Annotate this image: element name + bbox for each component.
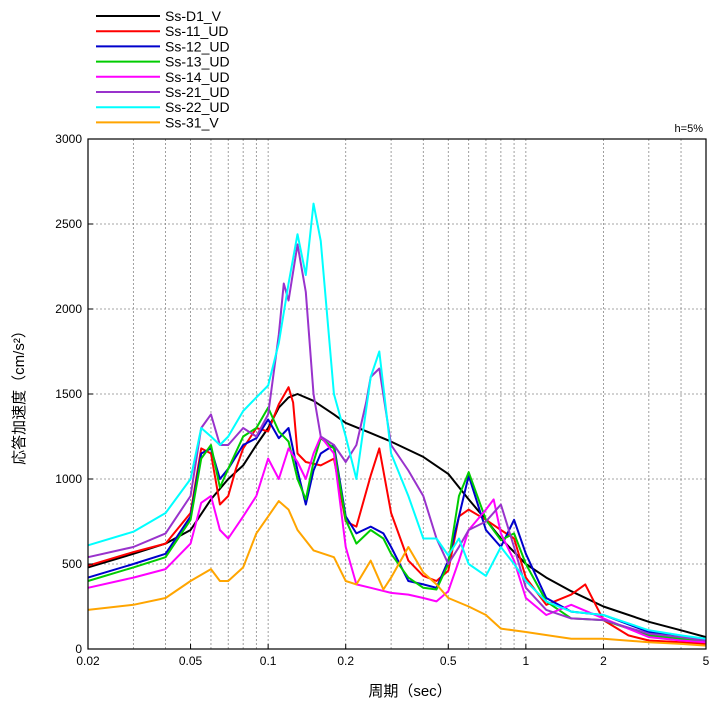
legend: Ss-D1_VSs-11_UDSs-12_UDSs-13_UDSs-14_UDS… — [96, 8, 230, 130]
series-line-ss-12-ud — [87, 418, 707, 642]
legend-label: Ss-13_UD — [165, 54, 230, 70]
series-line-ss-22-ud — [87, 202, 707, 640]
y-tick-label: 0 — [75, 642, 82, 656]
legend-label: Ss-31_V — [165, 114, 219, 130]
legend-label: Ss-14_UD — [165, 69, 230, 85]
x-tick-label: 2 — [600, 654, 607, 668]
series-line-ss-21-ud — [87, 243, 707, 642]
y-axis-label: 応答加速度（cm/s²） — [11, 323, 28, 465]
axis-ticks: 0.02 0.05 0.1 0.2 0.5 1 2 5 0 500 1000 1500 2000 2500… — [55, 132, 709, 668]
x-tick-label: 0.02 — [76, 654, 100, 668]
legend-label: Ss-12_UD — [165, 38, 230, 54]
y-tick-label: 1500 — [55, 387, 82, 401]
x-axis-label: 周期（sec） — [368, 683, 451, 700]
damping-annotation: h=5% — [675, 123, 704, 135]
series-line-ss-13-ud — [87, 406, 707, 644]
y-tick-label: 2000 — [55, 302, 82, 316]
legend-label: Ss-21_UD — [165, 84, 230, 100]
y-tick-label: 500 — [62, 557, 82, 571]
series-lines — [87, 202, 707, 647]
series-line-ss-d1-v — [87, 393, 707, 639]
y-tick-label: 2500 — [55, 217, 82, 231]
legend-label: Ss-D1_V — [165, 8, 222, 24]
y-tick-label: 1000 — [55, 472, 82, 486]
legend-label: Ss-11_UD — [165, 23, 229, 39]
y-tick-label: 3000 — [55, 132, 82, 146]
x-tick-label: 0.05 — [179, 654, 203, 668]
x-tick-label: 0.5 — [440, 654, 457, 668]
series-line-ss-31-v — [87, 500, 707, 647]
legend-label: Ss-22_UD — [165, 99, 230, 115]
x-tick-label: 0.2 — [337, 654, 354, 668]
x-tick-label: 1 — [523, 654, 530, 668]
grid — [88, 139, 706, 649]
x-tick-label: 0.1 — [260, 654, 277, 668]
x-tick-label: 5 — [703, 654, 710, 668]
